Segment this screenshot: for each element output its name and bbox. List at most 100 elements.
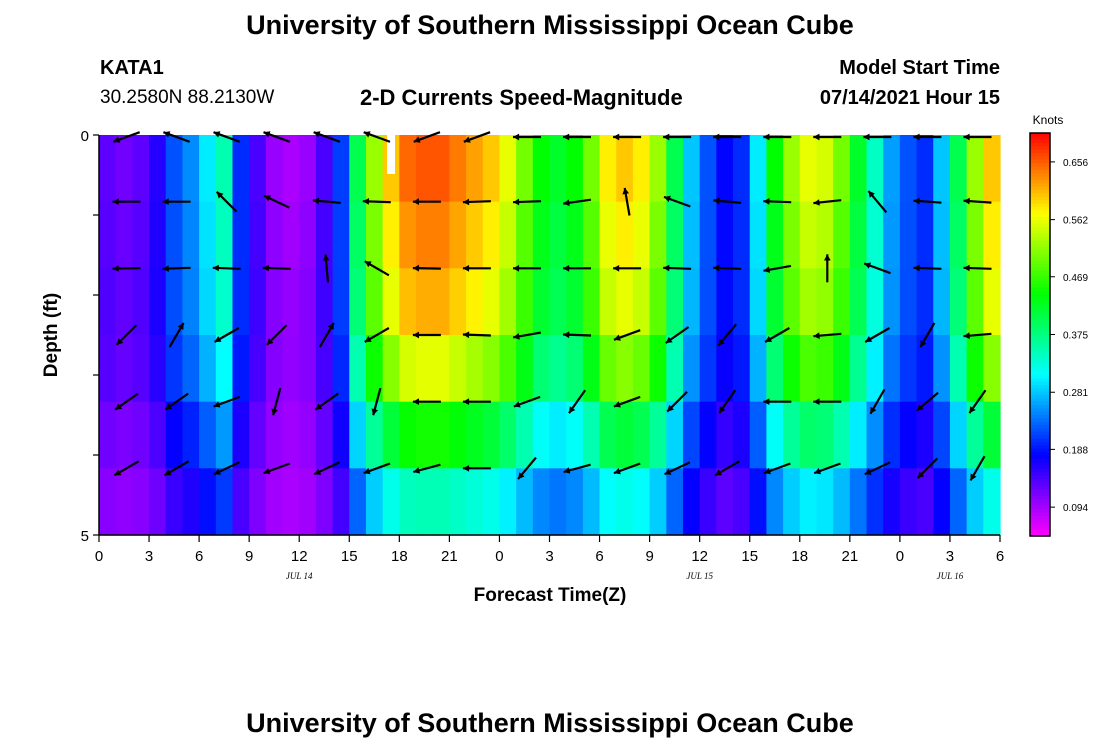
- heatmap-cell: [582, 468, 601, 536]
- heatmap-cell: [232, 135, 250, 203]
- heatmap-cells: [99, 135, 1001, 536]
- colorbar-segment: [1030, 307, 1050, 312]
- heatmap-cell: [682, 468, 701, 536]
- arrow-head: [913, 197, 920, 205]
- x-tick-label: 18: [391, 548, 408, 565]
- x-tick-label: 18: [791, 548, 808, 565]
- arrow-head: [216, 191, 224, 199]
- heatmap-cell: [516, 135, 534, 203]
- heatmap-cell: [766, 468, 784, 536]
- colorbar-segment: [1030, 394, 1050, 399]
- colorbar-segment: [1030, 522, 1050, 527]
- heatmap-cell: [983, 468, 1001, 536]
- heatmap-cell: [215, 268, 234, 336]
- current-arrow: [763, 462, 791, 475]
- colorbar-segment: [1030, 344, 1050, 349]
- arrow-head: [613, 334, 621, 341]
- colorbar-segment: [1030, 300, 1050, 305]
- arrow-head: [865, 336, 873, 342]
- heatmap-cell: [949, 135, 968, 203]
- colorbar-segment: [1030, 512, 1050, 517]
- current-arrow: [262, 264, 291, 272]
- heatmap-cell: [966, 335, 984, 403]
- heatmap-cell: [916, 401, 934, 469]
- colorbar-segment: [1030, 347, 1050, 352]
- arrow-head: [563, 133, 570, 141]
- current-arrow: [462, 331, 491, 339]
- heatmap-cell: [466, 401, 484, 469]
- heatmap-cell: [783, 135, 801, 203]
- heatmap-cell: [666, 201, 684, 269]
- heatmap-cell: [666, 401, 684, 469]
- current-arrow: [613, 395, 641, 408]
- heatmap-cell: [199, 335, 217, 403]
- colorbar-segment: [1030, 378, 1050, 383]
- colorbar-segment: [1030, 143, 1050, 148]
- heatmap-cell: [99, 401, 117, 469]
- colorbar-segment: [1030, 341, 1050, 346]
- arrow-head: [917, 471, 925, 479]
- heatmap-cell: [566, 401, 584, 469]
- arrow-head: [112, 265, 119, 272]
- arrow-head: [963, 332, 970, 339]
- heatmap-cell: [432, 135, 450, 203]
- arrow-head: [513, 198, 520, 206]
- heatmap-cell: [966, 135, 984, 203]
- colorbar-segment: [1030, 206, 1050, 211]
- heatmap-cell: [933, 201, 951, 269]
- colorbar-segment: [1030, 465, 1050, 470]
- heatmap-cell: [516, 401, 534, 469]
- heatmap-cell: [883, 135, 901, 203]
- colorbar-segment: [1030, 351, 1050, 356]
- colorbar-segment: [1030, 139, 1050, 144]
- colorbar-segment: [1030, 502, 1050, 507]
- heatmap-cell: [916, 135, 934, 203]
- current-arrow: [115, 324, 138, 346]
- heatmap-cell: [132, 468, 150, 536]
- heatmap-cell: [599, 401, 617, 469]
- colorbar-segment: [1030, 263, 1050, 268]
- heatmap-cell: [649, 468, 667, 536]
- current-arrow: [363, 131, 391, 143]
- colorbar-segment: [1030, 408, 1050, 413]
- arrow-head: [663, 264, 670, 272]
- heatmap-cell: [616, 201, 634, 269]
- heatmap-cell: [315, 401, 334, 469]
- heatmap-cell: [716, 401, 734, 469]
- heatmap-cell: [332, 135, 350, 203]
- heatmap-cell: [966, 268, 984, 336]
- current-arrow: [813, 199, 842, 206]
- heatmap-cell: [132, 335, 150, 403]
- heatmap-cell: [649, 201, 667, 269]
- current-arrow: [713, 197, 742, 205]
- heatmap-cell: [449, 335, 467, 403]
- colorbar-segment: [1030, 203, 1050, 208]
- heatmap-cell: [733, 335, 751, 403]
- current-arrow: [714, 460, 740, 477]
- arrow-head: [864, 262, 872, 269]
- heatmap-cell: [249, 335, 267, 403]
- colorbar-segment: [1030, 321, 1050, 326]
- heatmap-cell: [783, 201, 801, 269]
- heatmap-cell: [733, 268, 751, 336]
- colorbar-tick-label: 0.375: [1063, 331, 1088, 342]
- date-label: JUL 16: [937, 571, 964, 581]
- heatmap-cell: [99, 201, 117, 269]
- arrow-head: [462, 265, 470, 272]
- heatmap-cell: [566, 335, 584, 403]
- colorbar-segment: [1030, 361, 1050, 366]
- heatmap-cell: [899, 135, 918, 203]
- arrow-head: [813, 398, 820, 405]
- arrow-head: [462, 198, 470, 206]
- arrow-head: [115, 403, 122, 410]
- heatmap-cell: [449, 401, 467, 469]
- heatmap-cell: [315, 468, 334, 536]
- heatmap-cell: [816, 201, 834, 269]
- arrow-head: [177, 322, 184, 330]
- heatmap-cell: [883, 335, 901, 403]
- current-arrow: [813, 332, 842, 339]
- colorbar-segment: [1030, 448, 1050, 453]
- arrow-head: [864, 468, 872, 475]
- heatmap-cell: [616, 401, 634, 469]
- colorbar-segment: [1030, 371, 1050, 376]
